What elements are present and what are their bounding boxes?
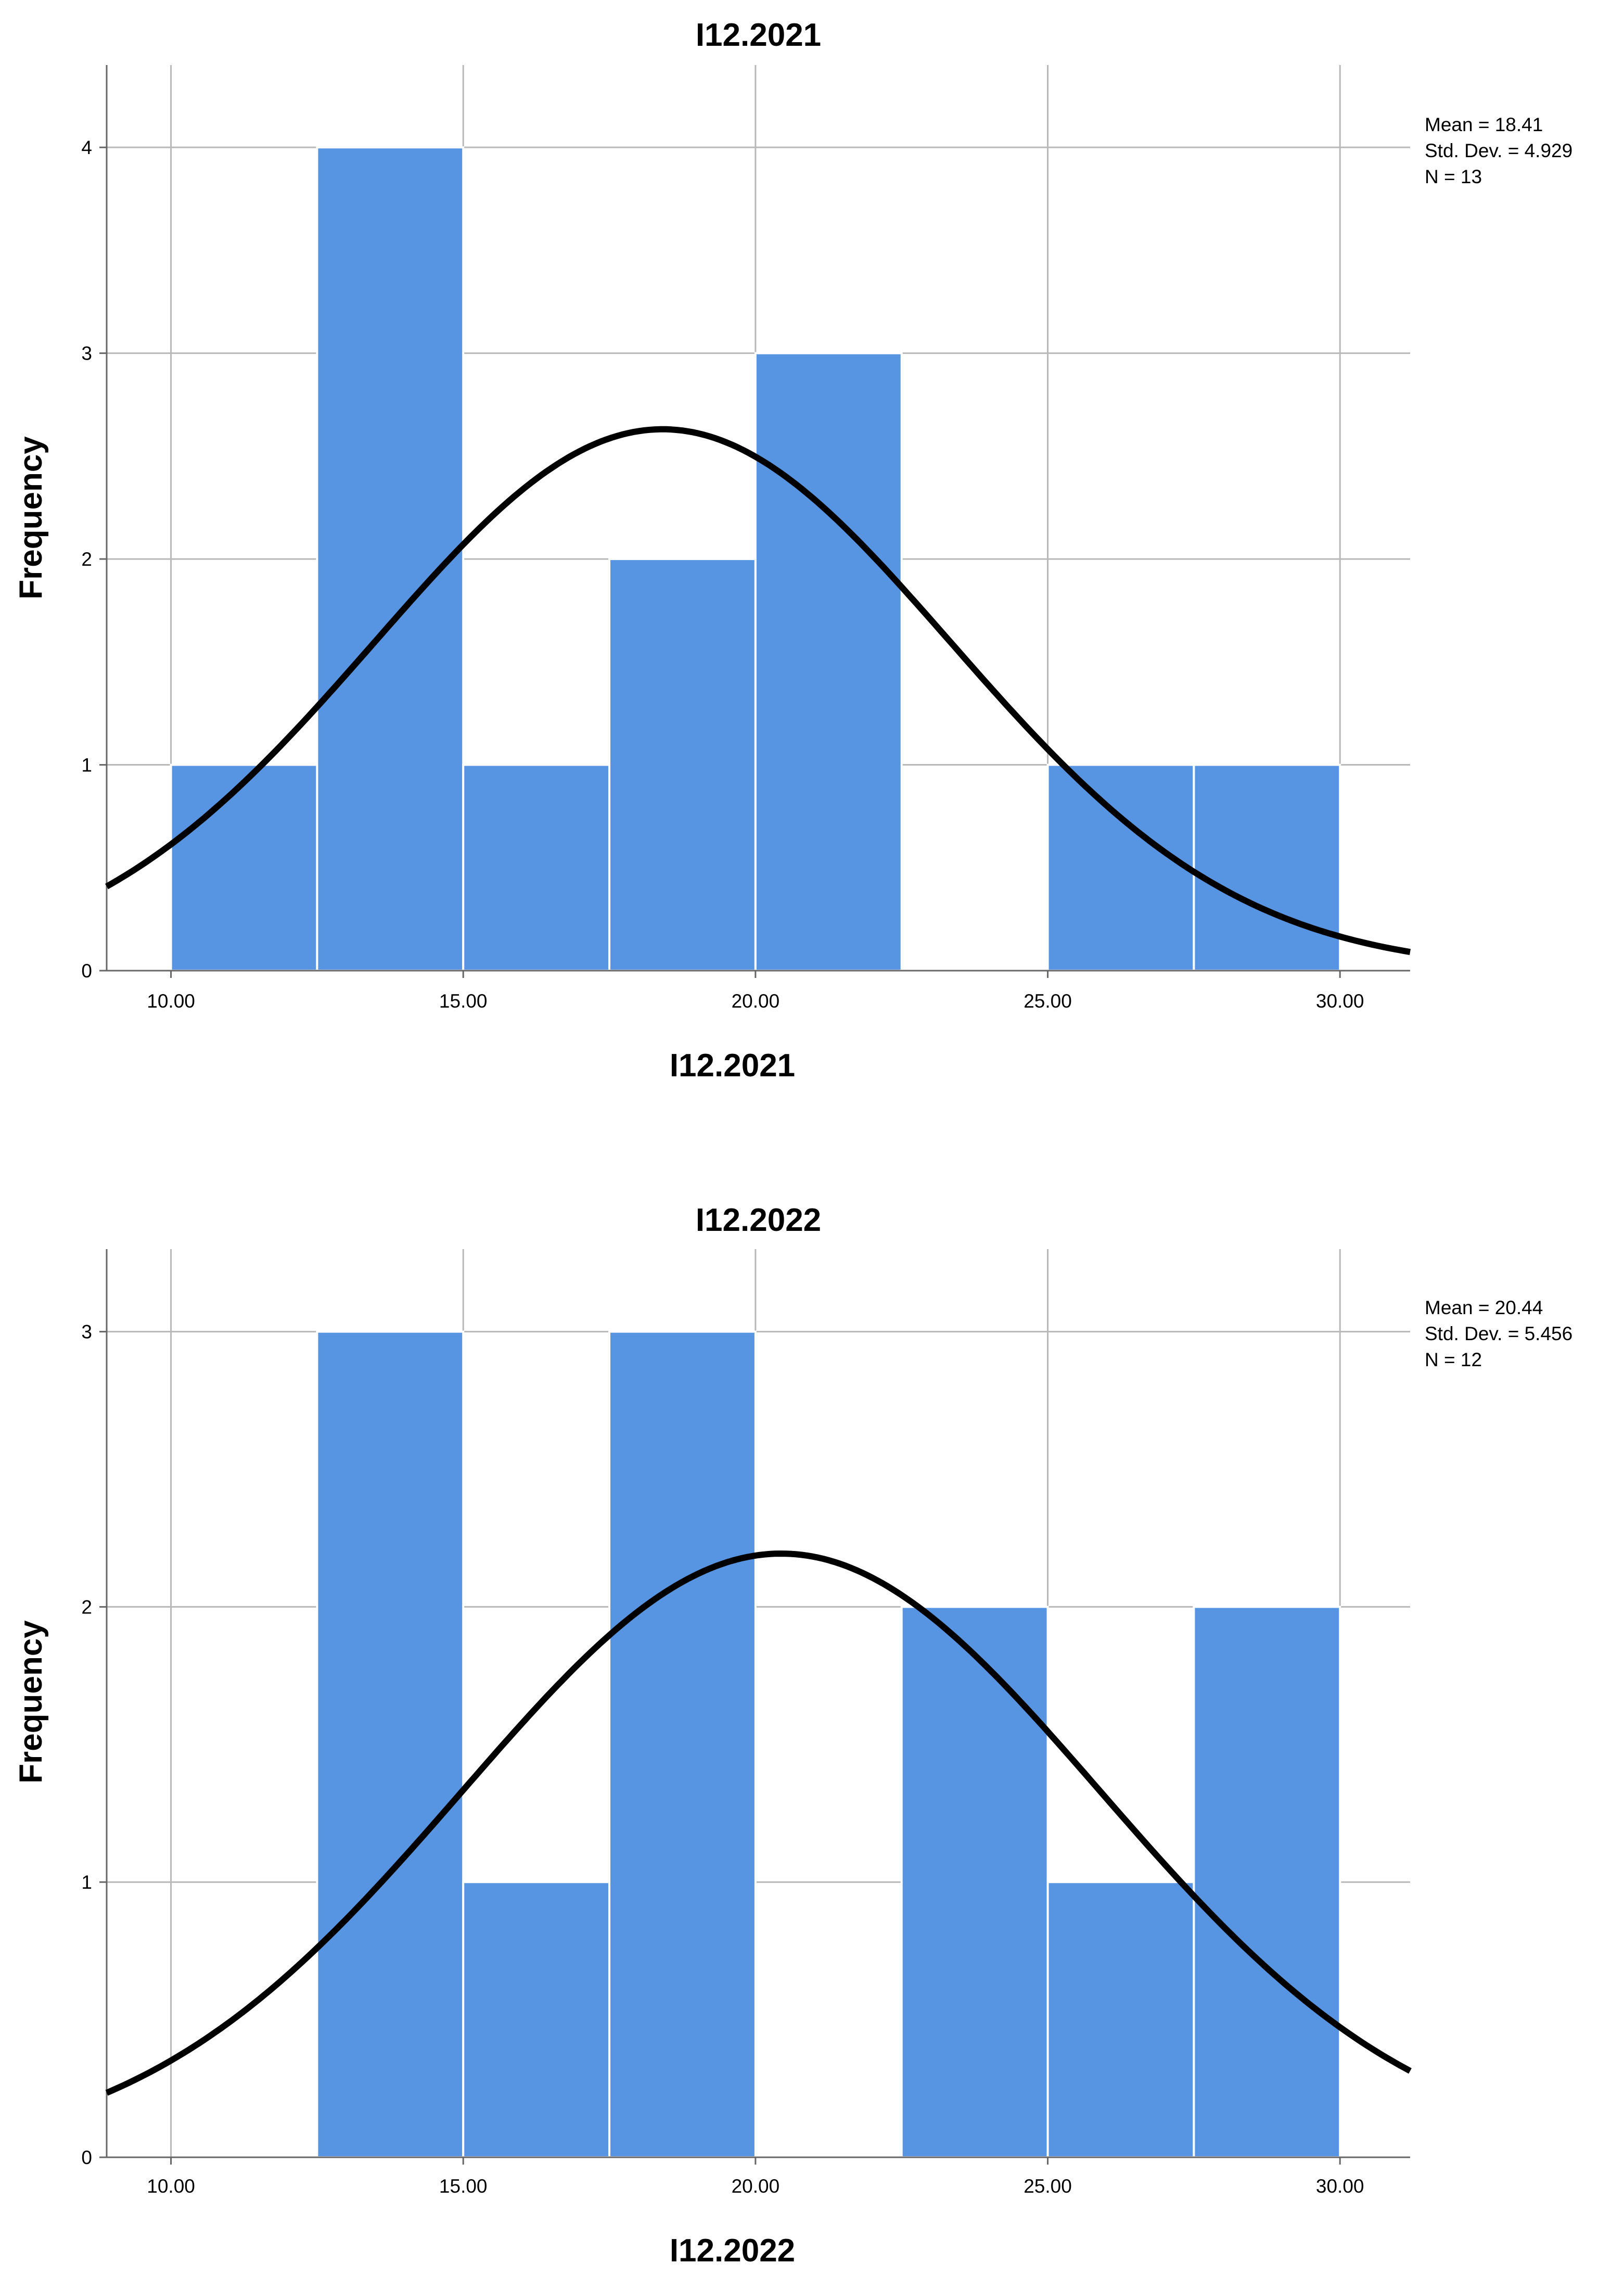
y-tick-label: 0 [81, 2147, 92, 2168]
stats-n: N = 13 [1425, 166, 1482, 187]
y-tick-label: 3 [81, 343, 92, 364]
stats-sd: Std. Dev. = 4.929 [1425, 140, 1572, 161]
x-tick-label: 25.00 [1024, 2176, 1072, 2197]
stats-sd: Std. Dev. = 5.456 [1425, 1323, 1572, 1344]
histogram-bar [1193, 1606, 1341, 2159]
histogram-panel-1: 0 1 2 3 4 10.00 15.00 20.00 25.00 30.00 I12.2021 I1… [13, 17, 1572, 1084]
y-tick-label: 2 [81, 549, 92, 570]
stats-n: N = 12 [1425, 1349, 1482, 1370]
x-tick-label: 15.00 [439, 2176, 488, 2197]
y-axis-label: Frequency [13, 436, 49, 600]
histogram-bar [316, 146, 465, 972]
histogram-bar [608, 1330, 757, 2159]
histogram-bar [754, 352, 903, 972]
stats-mean: Mean = 18.41 [1425, 114, 1543, 135]
x-tick-label: 15.00 [439, 990, 488, 1012]
x-tick-label: 20.00 [732, 990, 780, 1012]
histogram-bar [462, 1881, 611, 2159]
y-tick-label: 4 [81, 137, 92, 158]
normal-curve [105, 1550, 1412, 2096]
x-tick-label: 10.00 [147, 2176, 195, 2197]
y-axis-label: Frequency [13, 1620, 49, 1784]
histogram-bar [1046, 1881, 1195, 2159]
chart-title: I12.2022 [696, 1202, 821, 1238]
histogram-bar [316, 1330, 465, 2159]
histogram-bar [462, 764, 611, 972]
x-tick-label: 25.00 [1024, 990, 1072, 1012]
x-tick-label: 10.00 [147, 990, 195, 1012]
histogram-bar [1193, 764, 1341, 972]
histogram-bar [900, 1606, 1049, 2159]
x-tick-label: 30.00 [1316, 2176, 1364, 2197]
y-tick-label: 0 [81, 960, 92, 982]
x-axis-label: I12.2022 [670, 2233, 795, 2269]
x-axis-label: I12.2021 [670, 1048, 795, 1084]
x-tick-label: 30.00 [1316, 990, 1364, 1012]
histogram-bar [1046, 764, 1195, 972]
chart-title: I12.2021 [696, 17, 821, 53]
histogram-bar [608, 558, 757, 972]
y-tick-label: 3 [81, 1321, 92, 1343]
y-tick-label: 1 [81, 755, 92, 776]
y-tick-label: 2 [81, 1596, 92, 1618]
histogram-bar [170, 764, 318, 972]
histogram-panel-2: 0 1 2 3 10.00 15.00 20.00 25.00 30.00 I12.2022 I12… [13, 1202, 1572, 2269]
normal-curve [105, 426, 1411, 956]
x-tick-label: 20.00 [732, 2176, 780, 2197]
stats-mean: Mean = 20.44 [1425, 1297, 1543, 1318]
y-tick-label: 1 [81, 1872, 92, 1893]
